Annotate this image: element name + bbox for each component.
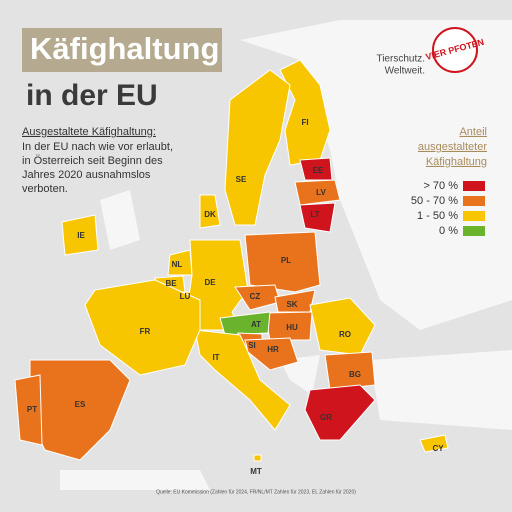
legend-swatch <box>463 181 485 191</box>
country-label: SK <box>286 300 297 309</box>
country-label: RO <box>339 330 351 339</box>
country-label: EE <box>313 166 324 175</box>
country-shape <box>219 311 271 336</box>
legend-label: > 70 % <box>423 180 458 192</box>
description-line: verboten. <box>22 183 68 195</box>
country-shape <box>253 454 262 462</box>
legend-title: Anteil <box>459 126 487 138</box>
country-label: PT <box>27 405 37 414</box>
country-label: CY <box>432 444 444 453</box>
country-shape <box>224 69 291 226</box>
country-shape <box>299 202 336 233</box>
country-label: DK <box>204 210 216 219</box>
description-line: Jahres 2020 ausnahmslos <box>22 169 151 181</box>
title: Käfighaltung <box>30 31 219 66</box>
country-label: BG <box>349 370 361 379</box>
legend-swatch <box>463 226 485 236</box>
country-shape <box>304 384 376 441</box>
description-line: in Österreich seit Beginn des <box>22 155 163 167</box>
country-label: IT <box>212 353 219 362</box>
legend-title: Käfighaltung <box>426 156 487 168</box>
country-label: SI <box>248 341 256 350</box>
country-shape <box>14 374 43 446</box>
country-shape <box>84 279 201 376</box>
legend-label: 0 % <box>439 225 458 237</box>
country-label: FR <box>140 327 151 336</box>
logo-badge <box>432 27 478 73</box>
country-label: ES <box>75 400 86 409</box>
legend: Anteil ausgestalteter Käfighaltung > 70 % 50… <box>411 126 487 237</box>
country-label: LU <box>180 292 191 301</box>
country-label: IE <box>77 231 85 240</box>
country-shape <box>194 329 291 431</box>
legend-label: 50 - 70 % <box>411 195 458 207</box>
country-label: DE <box>204 278 216 287</box>
country-label: FI <box>301 118 308 127</box>
country-label: MT <box>250 467 262 476</box>
tagline: Weltweit. <box>385 66 425 77</box>
description: In der EU nach wie vor erlaubt, in Österr… <box>22 141 173 195</box>
land <box>100 190 140 250</box>
title-box <box>22 28 222 72</box>
legend-title: ausgestalteter <box>418 141 487 153</box>
country-shape <box>294 179 341 206</box>
country-label: PL <box>281 256 291 265</box>
land <box>60 470 210 490</box>
country-label: NL <box>172 260 183 269</box>
land <box>280 355 320 395</box>
country-label: HR <box>267 345 279 354</box>
country-shape <box>309 297 376 356</box>
country-shape <box>244 231 321 293</box>
country-label: GR <box>320 413 332 422</box>
country-label: HU <box>286 323 298 332</box>
non-eu-land <box>60 20 512 490</box>
country-label: AT <box>251 320 261 329</box>
country-shape <box>419 434 449 453</box>
country-label: LV <box>316 188 326 197</box>
country-label: LT <box>310 210 319 219</box>
country-label: BE <box>165 279 177 288</box>
source: Quelle: EU Kommission (Zahlen für 2024, … <box>156 489 356 495</box>
country-shape <box>324 351 376 391</box>
country-label: SE <box>236 175 247 184</box>
description-heading: Ausgestaltete Käfighaltung: <box>22 126 156 138</box>
subtitle: in der EU <box>26 79 158 112</box>
land <box>240 20 512 330</box>
country-label: CZ <box>250 292 261 301</box>
description-line: In der EU nach wie vor erlaubt, <box>22 141 173 153</box>
country-shape <box>199 194 221 229</box>
tagline: Tierschutz. <box>376 54 425 65</box>
country-shape <box>61 214 99 256</box>
legend-swatch <box>463 211 485 221</box>
legend-label: 1 - 50 % <box>417 210 458 222</box>
land <box>370 350 512 430</box>
legend-swatch <box>463 196 485 206</box>
